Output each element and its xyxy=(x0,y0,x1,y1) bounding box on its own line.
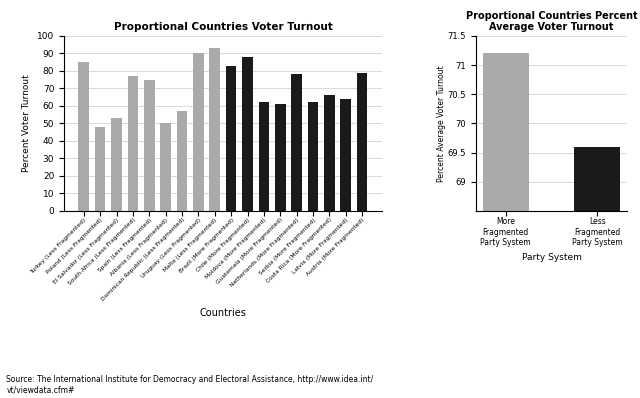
Bar xyxy=(340,99,351,211)
Bar xyxy=(357,72,367,211)
Bar xyxy=(79,62,89,211)
Bar xyxy=(275,104,285,211)
X-axis label: Countries: Countries xyxy=(200,308,246,318)
Bar xyxy=(111,118,122,211)
Bar xyxy=(209,48,220,211)
Bar xyxy=(259,102,269,211)
Bar xyxy=(144,80,155,211)
Y-axis label: Percent Voter Turnout: Percent Voter Turnout xyxy=(22,74,31,172)
X-axis label: Party System: Party System xyxy=(522,253,581,261)
Title: Proportional Countries Percent
Average Voter Turnout: Proportional Countries Percent Average V… xyxy=(466,11,637,32)
Bar xyxy=(242,57,253,211)
Bar xyxy=(291,74,302,211)
Text: Source: The International Institute for Democracy and Electoral Assistance, http: Source: The International Institute for … xyxy=(6,375,374,394)
Title: Proportional Countries Voter Turnout: Proportional Countries Voter Turnout xyxy=(113,22,332,32)
Bar xyxy=(324,96,335,211)
Bar xyxy=(226,66,236,211)
Bar xyxy=(177,111,188,211)
Y-axis label: Percent Average Voter Turnout: Percent Average Voter Turnout xyxy=(437,65,446,182)
Bar xyxy=(193,53,204,211)
Bar xyxy=(127,76,138,211)
Bar xyxy=(95,127,106,211)
Bar xyxy=(308,102,318,211)
Bar xyxy=(483,53,529,398)
Bar xyxy=(161,123,171,211)
Bar xyxy=(575,147,620,398)
